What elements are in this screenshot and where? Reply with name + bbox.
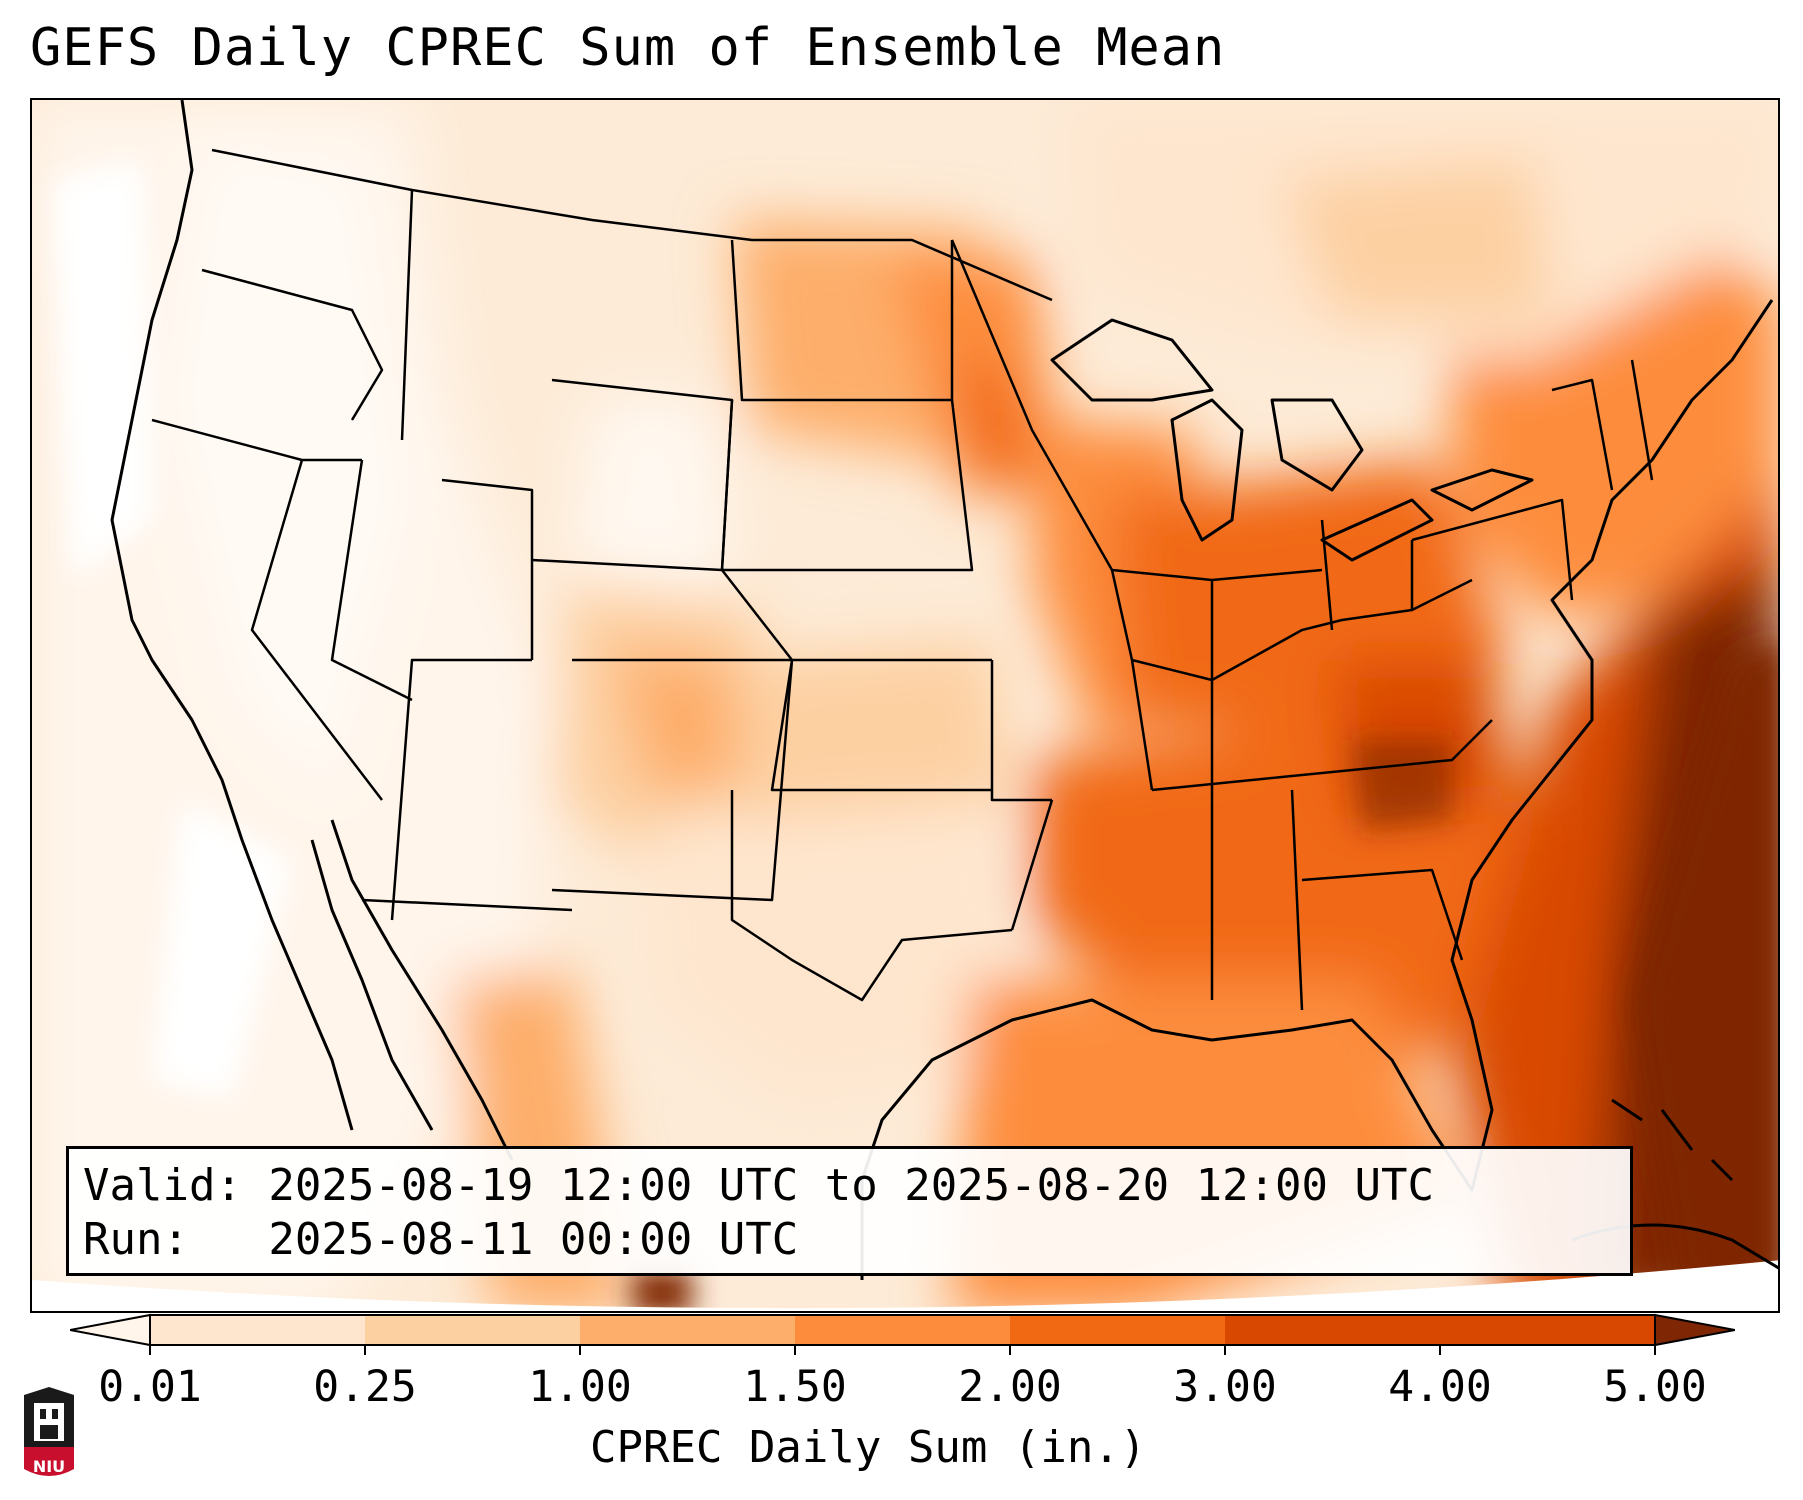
- colorbar-svg: [70, 1313, 1735, 1355]
- precip-field-detail: [52, 160, 1778, 1311]
- colorbar-tick-label: 0.01: [98, 1362, 202, 1412]
- colorbar-segment: [1440, 1315, 1656, 1345]
- colorbar-segment: [1010, 1315, 1226, 1345]
- logo-text: NIU: [32, 1457, 66, 1476]
- run-time-text: Run: 2025-08-11 00:00 UTC: [83, 1214, 799, 1265]
- niu-logo: [24, 1387, 74, 1476]
- chart-title: GEFS Daily CPREC Sum of Ensemble Mean: [30, 18, 1226, 78]
- colorbar-tick-label: 5.00: [1603, 1362, 1707, 1412]
- map-panel: [30, 98, 1780, 1313]
- colorbar-segment: [150, 1315, 366, 1345]
- colorbar-label: CPREC Daily Sum (in.): [590, 1422, 1147, 1473]
- colorbar-segment: [580, 1315, 796, 1345]
- info-box: Valid: 2025-08-19 12:00 UTC to 2025-08-2…: [66, 1146, 1633, 1276]
- colorbar-segment: [365, 1315, 581, 1345]
- projection-edge: [32, 1260, 1778, 1311]
- precip-map: [32, 100, 1778, 1311]
- colorbar-tick-label: 3.00: [1173, 1362, 1277, 1412]
- state-borders: [151, 148, 1654, 1011]
- colorbar-extend-low: [70, 1313, 151, 1347]
- colorbar-tick-label: 0.25: [313, 1362, 417, 1412]
- colorbar-tick-label: 1.50: [743, 1362, 847, 1412]
- colorbar-tick-label: 4.00: [1388, 1362, 1492, 1412]
- colorbar: [70, 1310, 1735, 1370]
- colorbar-tick-label: 2.00: [958, 1362, 1062, 1412]
- colorbar-outline: [149, 1314, 1656, 1346]
- colorbar-tick-label: 1.00: [528, 1362, 632, 1412]
- colorbar-segment: [795, 1315, 1011, 1345]
- colorbar-segment: [1225, 1315, 1441, 1345]
- colorbar-extend-high: [1654, 1313, 1735, 1347]
- coastlines: [110, 100, 1778, 1280]
- valid-time-text: Valid: 2025-08-19 12:00 UTC to 2025-08-2…: [83, 1160, 1435, 1211]
